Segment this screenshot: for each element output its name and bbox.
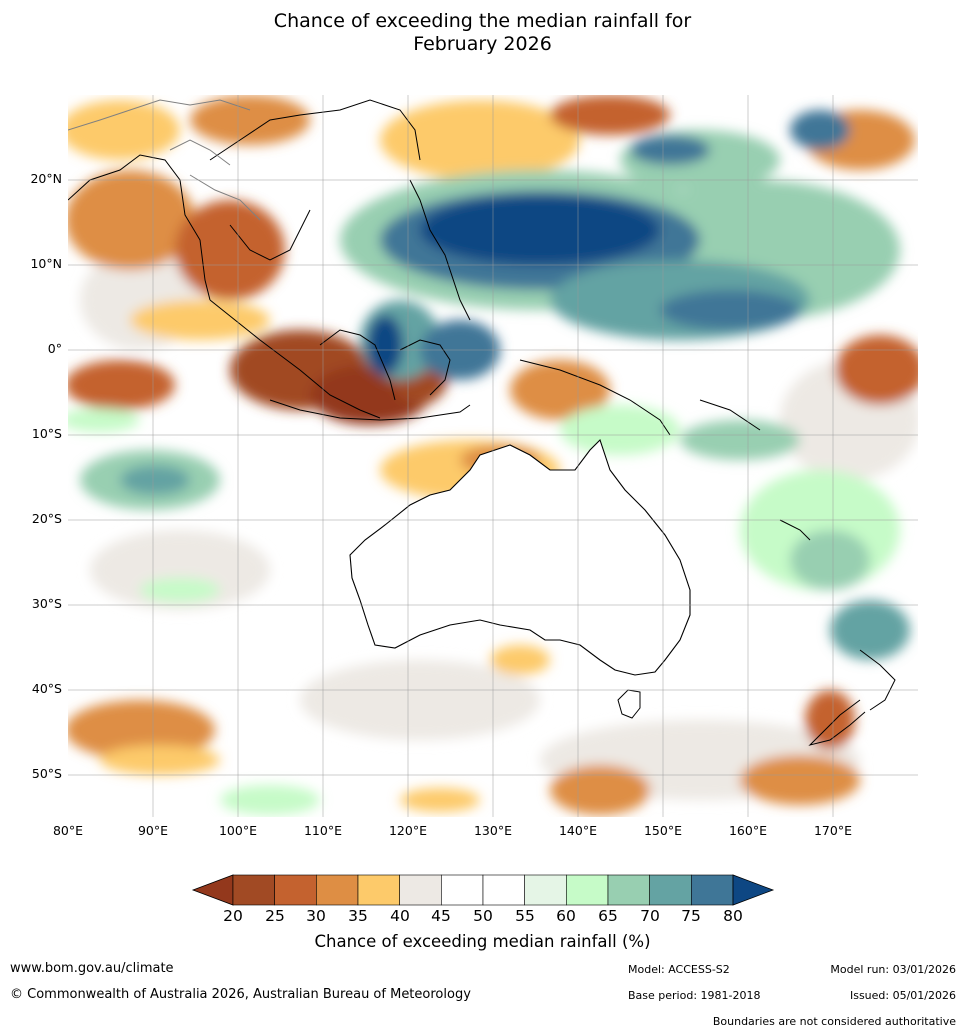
colorbar-tick: 45 [431,907,451,925]
title-line-1: Chance of exceeding the median rainfall … [273,10,692,32]
colorbar-tick: 50 [473,907,493,925]
colorbar-cell [316,874,359,906]
colorbar-cell [524,874,567,906]
model-run-text: Model run: 03/01/2026 [830,963,956,976]
title-line-2: February 2026 [413,33,552,55]
coastlines [68,99,896,746]
lon-label: 160°E [728,823,767,838]
lon-label: 80°E [52,823,84,838]
lat-label: 50°S [31,766,62,781]
colorbar-tick: 25 [265,907,285,925]
colorbar-cell [649,874,692,906]
lon-label: 130°E [473,823,512,838]
colorbar-cell [482,874,525,906]
colorbar [191,874,775,906]
map-title: Chance of exceeding the median rainfall … [0,10,965,56]
colorbar-cell [232,874,275,906]
lon-label: 170°E [813,823,852,838]
colorbar-cell [566,874,609,906]
disclaimer-text: Boundaries are not considered authoritat… [712,1015,956,1028]
colorbar-cell [399,874,442,906]
colorbar-extend-low [191,874,234,906]
lat-label: 10°N [30,256,62,271]
lat-label: 0° [47,341,62,356]
colorbar-tick: 55 [515,907,535,925]
issued-text: Issued: 05/01/2026 [849,989,956,1002]
lat-label: 40°S [31,681,62,696]
colorbar-label: Chance of exceeding median rainfall (%) [314,932,651,951]
base-period-text: Base period: 1981-2018 [628,989,761,1002]
colorbar-cell [441,874,484,906]
graticule [68,95,918,817]
lon-label: 140°E [558,823,597,838]
colorbar-tick: 70 [640,907,660,925]
lat-label: 20°N [30,171,62,186]
lon-label: 100°E [218,823,257,838]
lon-label: 150°E [643,823,682,838]
australia-landmass [349,438,691,676]
colorbar-tick: 20 [223,907,243,925]
colorbar-cell [357,874,400,906]
colorbar-tick: 30 [306,907,326,925]
model-text: Model: ACCESS-S2 [628,963,730,976]
colorbar-tick: 60 [556,907,576,925]
colorbar-tick: 80 [723,907,743,925]
colorbar-tick: 40 [390,907,410,925]
lon-label: 120°E [388,823,427,838]
copyright-text: © Commonwealth of Australia 2026, Austra… [10,987,471,1002]
colorbar-cell [607,874,650,906]
lat-label: 10°S [31,426,62,441]
lon-label: 90°E [137,823,169,838]
colorbar-cell [691,874,734,906]
lat-label: 30°S [31,596,62,611]
colorbar-cell [274,874,317,906]
colorbar-extend-high [732,874,775,906]
website-link[interactable]: www.bom.gov.au/climate [10,961,174,976]
lon-label: 110°E [303,823,342,838]
colorbar-tick: 75 [681,907,701,925]
colorbar-tick: 35 [348,907,368,925]
colorbar-tick: 65 [598,907,618,925]
lat-label: 20°S [31,511,62,526]
map-field [68,95,918,817]
country-borders [68,99,261,221]
